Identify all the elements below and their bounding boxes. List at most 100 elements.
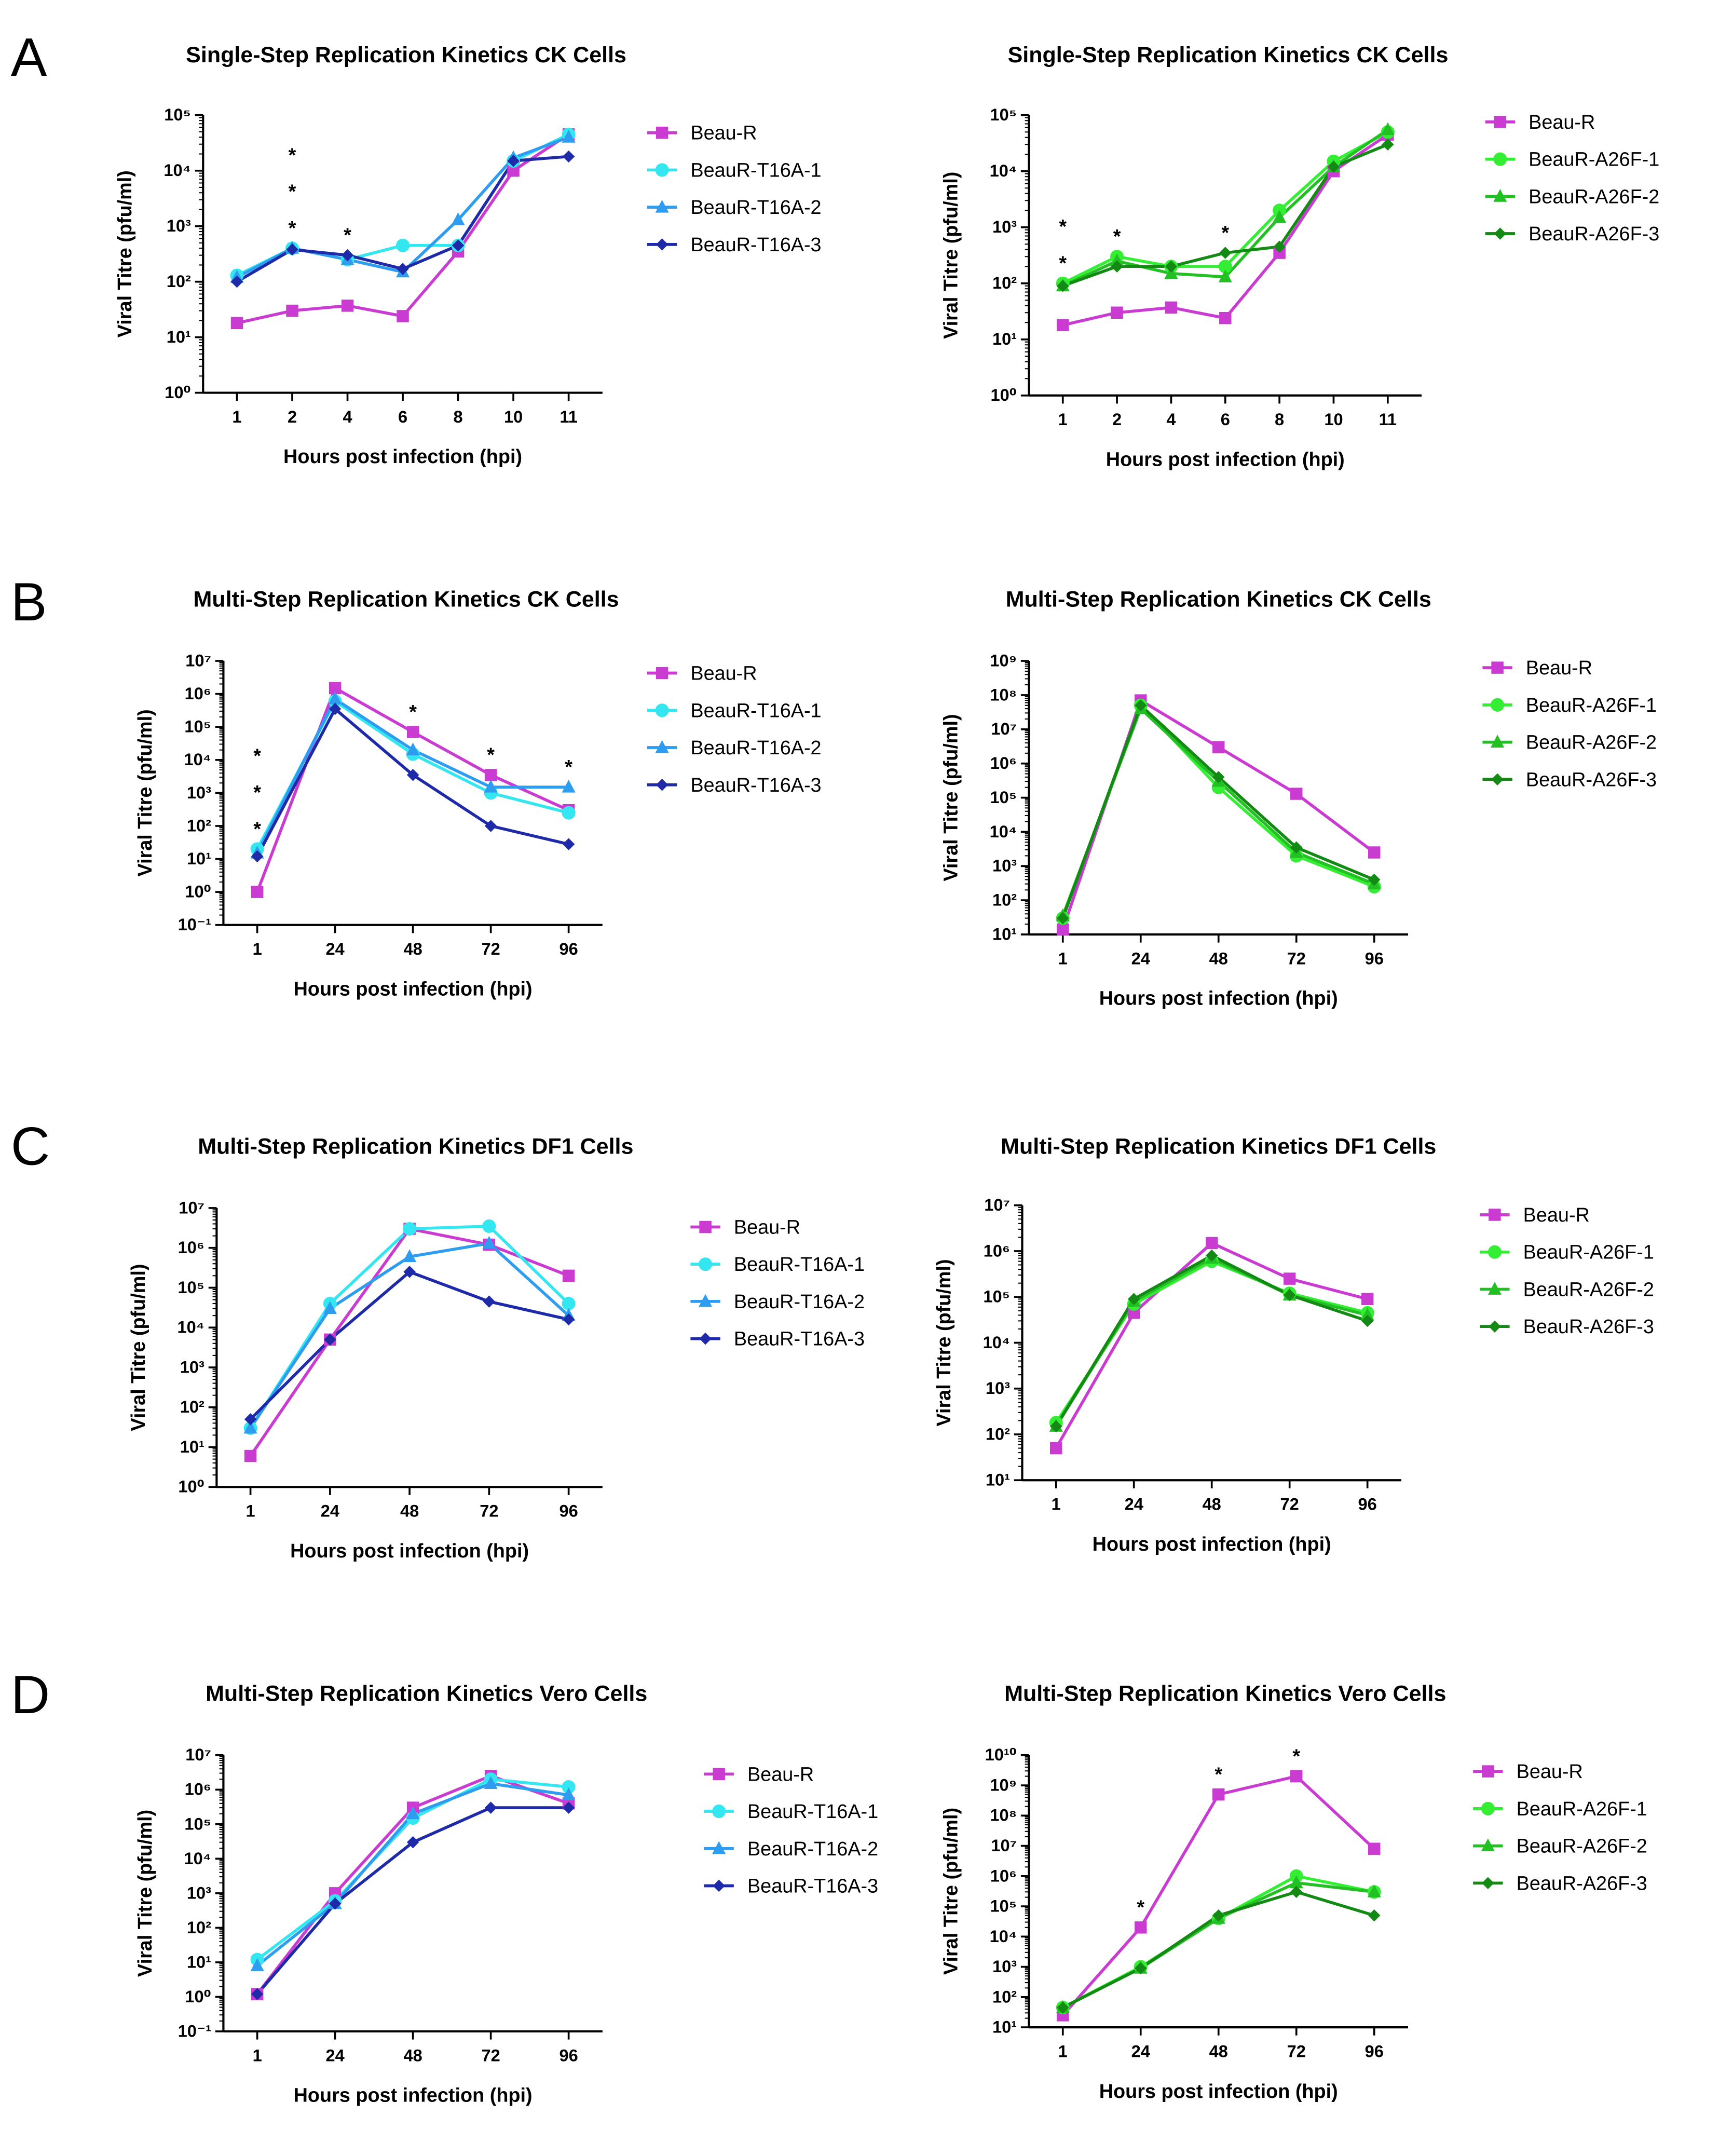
marker (656, 779, 668, 791)
marker (1368, 846, 1381, 859)
marker (323, 1301, 337, 1314)
marker (286, 243, 298, 256)
y-tick-label: 10³ (187, 1883, 211, 1902)
y-tick-label: 10⁶ (185, 1780, 211, 1799)
marker (324, 1333, 336, 1346)
marker (1057, 2001, 1069, 2014)
x-tick-label: 1 (1052, 1495, 1061, 1514)
y-tick-label: 10⁶ (178, 1238, 204, 1257)
x-tick-label: 4 (343, 407, 352, 426)
marker (403, 1222, 417, 1236)
y-tick-label: 10³ (986, 1378, 1010, 1398)
significance-mark: * (1137, 1897, 1144, 1919)
significance-mark: * (1059, 216, 1067, 238)
marker (403, 1266, 416, 1278)
significance-mark: * (1292, 1745, 1300, 1767)
marker (1290, 1886, 1303, 1899)
x-tick-label: 2 (1112, 410, 1122, 429)
series-line (1061, 702, 1375, 919)
marker (1368, 1842, 1381, 1855)
x-tick-label: 6 (398, 407, 407, 426)
significance-mark: * (289, 181, 296, 203)
series-line (249, 1227, 569, 1457)
y-tick-label: 10³ (992, 856, 1017, 875)
legend-label: BeauR-T16A-1 (747, 1801, 878, 1823)
x-tick-label: 1 (1058, 2042, 1068, 2061)
y-tick-label: 10⁵ (184, 1814, 211, 1833)
significance-mark: * (409, 701, 417, 723)
series-line (1055, 1241, 1368, 1449)
y-tick-label: 10⁴ (990, 1927, 1017, 1946)
chart-title: Single-Step Replication Kinetics CK Cell… (1008, 43, 1449, 67)
legend-label: BeauR-T16A-2 (690, 737, 821, 759)
legend-label: Beau-R (1523, 1204, 1590, 1226)
series-line (1055, 1254, 1368, 1427)
marker (1135, 699, 1147, 712)
y-tick-label: 10⁴ (983, 1333, 1010, 1352)
marker (230, 317, 243, 330)
significance-mark: * (1221, 222, 1229, 244)
y-tick-label: 10² (992, 1987, 1017, 2006)
y-tick-label: 10⁶ (185, 684, 211, 703)
marker (483, 1295, 496, 1308)
y-tick-label: 10³ (187, 783, 211, 802)
legend-label: BeauR-T16A-1 (690, 700, 821, 722)
x-tick-label: 96 (1365, 948, 1384, 968)
y-tick-label: 10⁶ (990, 1866, 1017, 1885)
x-tick-label: 96 (559, 1501, 578, 1521)
marker (1057, 279, 1069, 292)
marker (1057, 319, 1069, 331)
marker (1212, 1788, 1225, 1801)
series-line (249, 1270, 569, 1420)
marker (1111, 306, 1123, 319)
x-tick-label: 24 (321, 1501, 339, 1521)
legend-label: BeauR-A26F-1 (1523, 1242, 1654, 1264)
series-line (1061, 706, 1375, 917)
x-tick-label: 48 (1203, 1495, 1221, 1514)
y-axis-title: Viral Titre (pfu/ml) (114, 170, 136, 337)
marker (251, 1988, 264, 2000)
y-tick-label: 10⁵ (184, 717, 211, 736)
y-axis-title: Viral Titre (pfu/ml) (940, 1808, 962, 1975)
marker (1493, 152, 1507, 166)
y-tick-label: 10¹⁰ (985, 1745, 1017, 1764)
y-tick-label: 10² (992, 890, 1017, 910)
y-tick-label: 10¹ (180, 1437, 204, 1456)
marker (699, 1221, 712, 1233)
legend-label: BeauR-A26F-2 (1526, 732, 1657, 754)
y-tick-label: 10³ (180, 1357, 204, 1376)
marker (1360, 1307, 1374, 1321)
x-tick-label: 48 (1209, 948, 1228, 968)
marker (562, 838, 575, 850)
legend-label: Beau-R (1517, 1761, 1583, 1783)
y-tick-label: 10⁴ (163, 160, 190, 180)
marker (406, 726, 419, 738)
marker (1491, 661, 1504, 674)
marker (1368, 1909, 1381, 1922)
y-axis-title: Viral Titre (pfu/ml) (128, 1264, 149, 1431)
y-tick-label: 10⁶ (984, 1241, 1010, 1260)
x-tick-label: 10 (1324, 410, 1343, 429)
y-tick-label: 10¹ (167, 327, 191, 346)
x-tick-label: 1 (253, 939, 262, 958)
y-tick-label: 10⁴ (184, 1849, 211, 1868)
y-tick-label: 10⁻¹ (178, 915, 211, 934)
y-tick-label: 10⁵ (990, 788, 1017, 807)
x-tick-label: 48 (403, 2045, 422, 2065)
x-tick-label: 72 (1287, 2042, 1306, 2061)
marker (1219, 311, 1232, 324)
x-tick-label: 72 (480, 1501, 498, 1521)
marker (507, 165, 520, 177)
significance-mark: * (253, 782, 261, 804)
marker (562, 806, 576, 820)
x-axis-title: Hours post infection (hpi) (1099, 2081, 1338, 2103)
y-tick-label: 10⁹ (990, 1775, 1017, 1794)
marker (1273, 210, 1287, 223)
marker (713, 1879, 725, 1892)
x-tick-label: 24 (1125, 1495, 1143, 1514)
marker (562, 1296, 576, 1311)
x-tick-label: 24 (325, 939, 344, 958)
legend-label: BeauR-A26F-1 (1529, 149, 1659, 171)
series-line (1061, 702, 1375, 919)
series-line (1061, 1774, 1375, 2016)
